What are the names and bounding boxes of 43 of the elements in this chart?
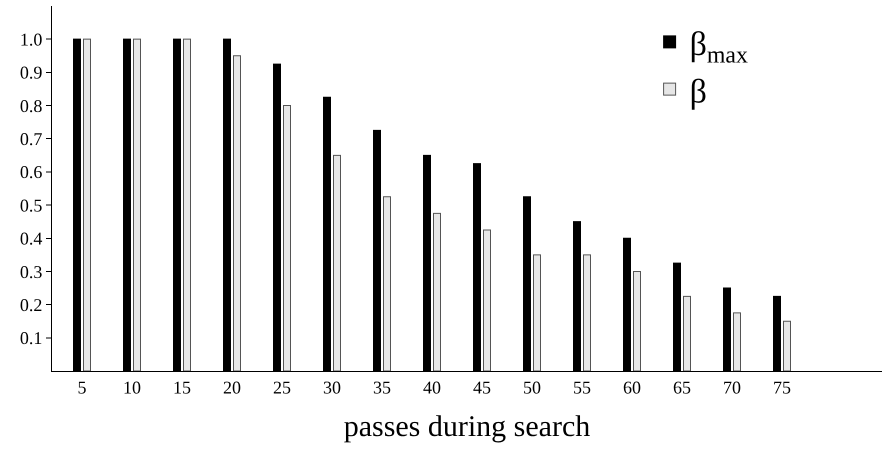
x-tick-label: 75 (773, 378, 791, 398)
x-tick-label: 65 (673, 378, 691, 398)
legend-label: β (690, 73, 707, 110)
bar (383, 196, 391, 371)
bar (433, 212, 441, 371)
x-tick-label: 10 (123, 378, 141, 398)
bar (133, 38, 141, 371)
bar (283, 105, 291, 371)
x-tick-label: 15 (173, 378, 191, 398)
x-tick-label: 5 (78, 378, 86, 398)
bar (533, 254, 541, 371)
x-axis-title: passes during search (344, 410, 590, 444)
bar (633, 270, 641, 371)
bar (783, 320, 791, 371)
x-tick-label: 50 (523, 378, 541, 398)
legend-label: β$_{max}$ (690, 26, 748, 68)
y-tick-label: 0.3 (20, 262, 42, 282)
x-tick-label: 20 (223, 378, 241, 398)
bar (233, 55, 241, 371)
y-tick-label: 0.8 (20, 96, 42, 116)
y-tick-label: 0.4 (20, 228, 42, 249)
x-tick-label: 55 (573, 378, 591, 398)
bar (583, 254, 591, 371)
y-tick-label: 0.6 (20, 162, 42, 182)
bar (733, 312, 741, 371)
bar (183, 38, 191, 371)
y-tick-label: 0.1 (20, 328, 42, 348)
y-tick-label: 0.2 (20, 294, 42, 315)
bar (333, 154, 341, 371)
x-tick-label: 30 (323, 378, 341, 398)
x-tick-label: 60 (623, 378, 641, 398)
bar (683, 296, 691, 371)
bar (483, 229, 491, 371)
y-tick-label: 1.0 (20, 29, 42, 50)
y-tick-label: 0.5 (20, 195, 42, 216)
x-tick-label: 35 (373, 378, 391, 398)
x-tick-label: 45 (473, 378, 491, 398)
x-tick-label: 40 (423, 378, 441, 398)
x-tick-label: 25 (273, 378, 291, 398)
y-tick-label: 0.9 (20, 62, 42, 83)
y-tick-label: 0.7 (20, 129, 42, 150)
x-tick-label: 70 (723, 378, 741, 398)
bar (83, 38, 91, 371)
